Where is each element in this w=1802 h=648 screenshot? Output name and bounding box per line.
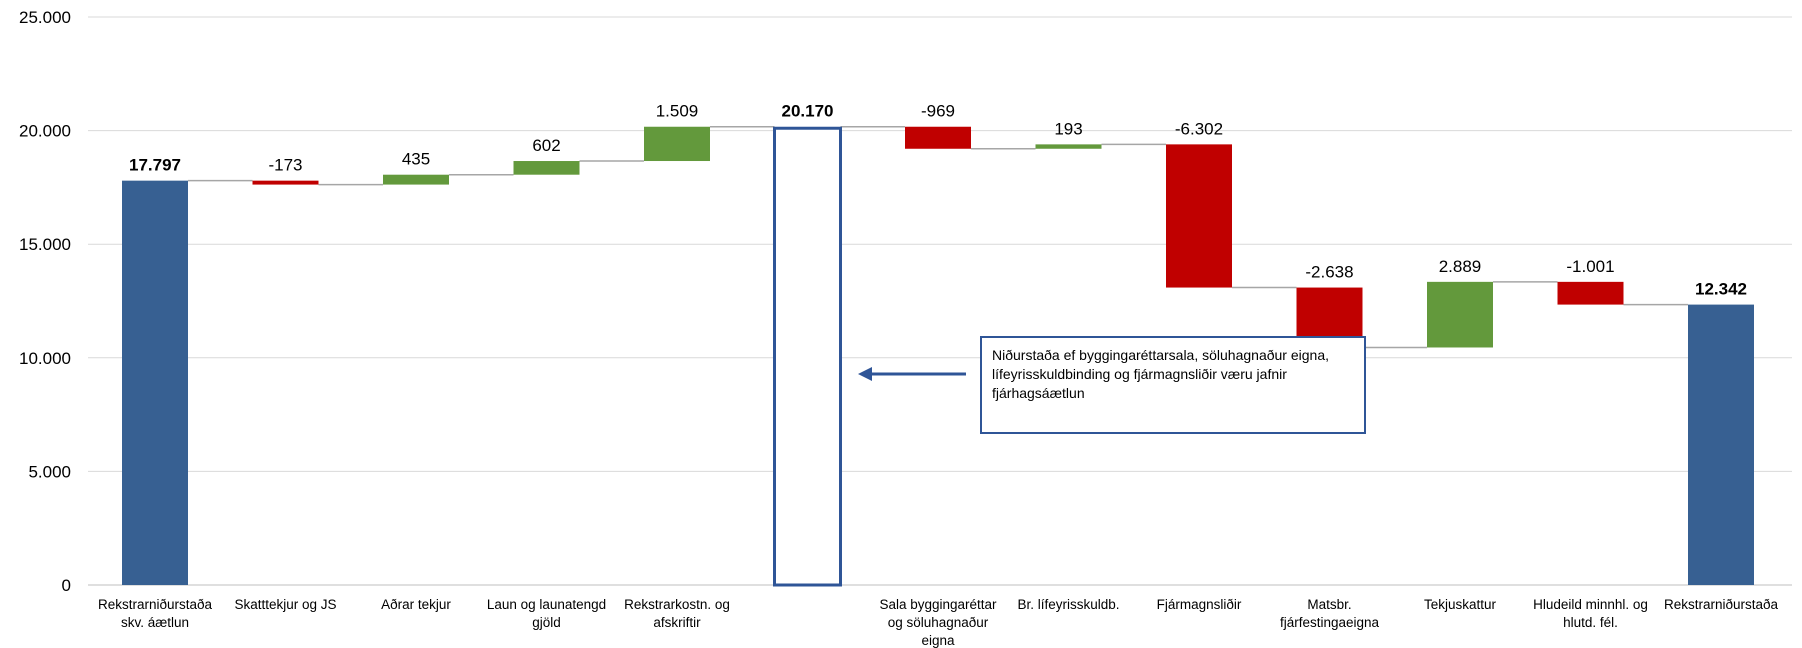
bar xyxy=(773,126,842,587)
y-tick-label: 20.000 xyxy=(19,122,71,141)
x-tick-label: Tekjuskattur xyxy=(1424,597,1497,612)
x-tick-label: afskriftir xyxy=(653,615,701,630)
annotation-box: Niðurstaða ef byggingaréttarsala, söluha… xyxy=(980,336,1366,434)
data-label: 17.797 xyxy=(129,156,181,175)
x-axis: Rekstrarniðurstaða skv. áætlun Skatttekjur… xyxy=(98,597,1779,648)
data-label: -2.638 xyxy=(1305,263,1353,282)
bar xyxy=(383,174,449,185)
data-label: 12.342 xyxy=(1695,280,1747,299)
x-tick-label: fjárfestingaeigna xyxy=(1280,615,1380,630)
y-tick-label: 25.000 xyxy=(19,8,71,27)
x-tick-label: Fjármagnsliðir xyxy=(1157,597,1242,612)
bars xyxy=(122,126,1754,587)
bar xyxy=(1427,281,1493,348)
data-label: 193 xyxy=(1054,119,1082,138)
bar xyxy=(252,180,319,185)
x-tick-label: gjöld xyxy=(532,615,561,630)
x-tick-label: Br. lífeyrisskuldb. xyxy=(1017,597,1119,612)
x-tick-label: Rekstrarniðurstaða xyxy=(1664,597,1779,612)
data-label: 602 xyxy=(532,136,560,155)
annotation-arrow xyxy=(858,367,966,381)
bar xyxy=(905,126,971,149)
y-axis: 0 5.000 10.000 15.000 20.000 25.000 xyxy=(19,8,71,595)
y-tick-label: 15.000 xyxy=(19,235,71,254)
bar xyxy=(1035,144,1102,149)
x-tick-label: Hludeild minnhl. og xyxy=(1533,597,1648,612)
x-tick-label: Rekstrarkostn. og xyxy=(624,597,730,612)
arrow-head xyxy=(858,367,872,381)
x-tick-label: skv. áætlun xyxy=(121,615,189,630)
data-label: -969 xyxy=(921,102,955,121)
connector-lines xyxy=(188,125,1688,349)
bar xyxy=(1166,144,1232,288)
data-label: 2.889 xyxy=(1439,257,1482,276)
x-tick-label: Rekstrarniðurstaða xyxy=(98,597,213,612)
x-tick-label: Aðrar tekjur xyxy=(381,597,451,612)
x-tick-label: og söluhagnaður xyxy=(888,615,989,630)
data-label: -1.001 xyxy=(1566,257,1614,276)
y-tick-label: 0 xyxy=(62,576,71,595)
data-label: -6.302 xyxy=(1175,119,1223,138)
data-labels: 17.797 -173 435 602 1.509 20.170 -969 193 -6.302… xyxy=(129,102,1747,299)
x-tick-label: eigna xyxy=(921,633,955,648)
data-label: 20.170 xyxy=(782,102,834,121)
data-label: -173 xyxy=(268,156,302,175)
bar xyxy=(513,161,580,175)
bar xyxy=(1688,304,1754,585)
annotation-text: Niðurstaða ef byggingaréttarsala, söluha… xyxy=(992,347,1330,401)
x-tick-label: Matsbr. xyxy=(1307,597,1351,612)
x-tick-label: hlutd. fél. xyxy=(1563,615,1618,630)
x-tick-label: Skatttekjur og JS xyxy=(234,597,336,612)
bar xyxy=(1557,281,1624,305)
y-tick-label: 5.000 xyxy=(28,462,71,481)
bar xyxy=(644,126,710,162)
y-tick-label: 10.000 xyxy=(19,349,71,368)
bar xyxy=(122,180,188,585)
data-label: 1.509 xyxy=(656,102,699,121)
x-tick-label: Laun og launatengd xyxy=(487,597,606,612)
data-label: 435 xyxy=(402,150,430,169)
x-tick-label: Sala byggingaréttar xyxy=(879,597,997,612)
